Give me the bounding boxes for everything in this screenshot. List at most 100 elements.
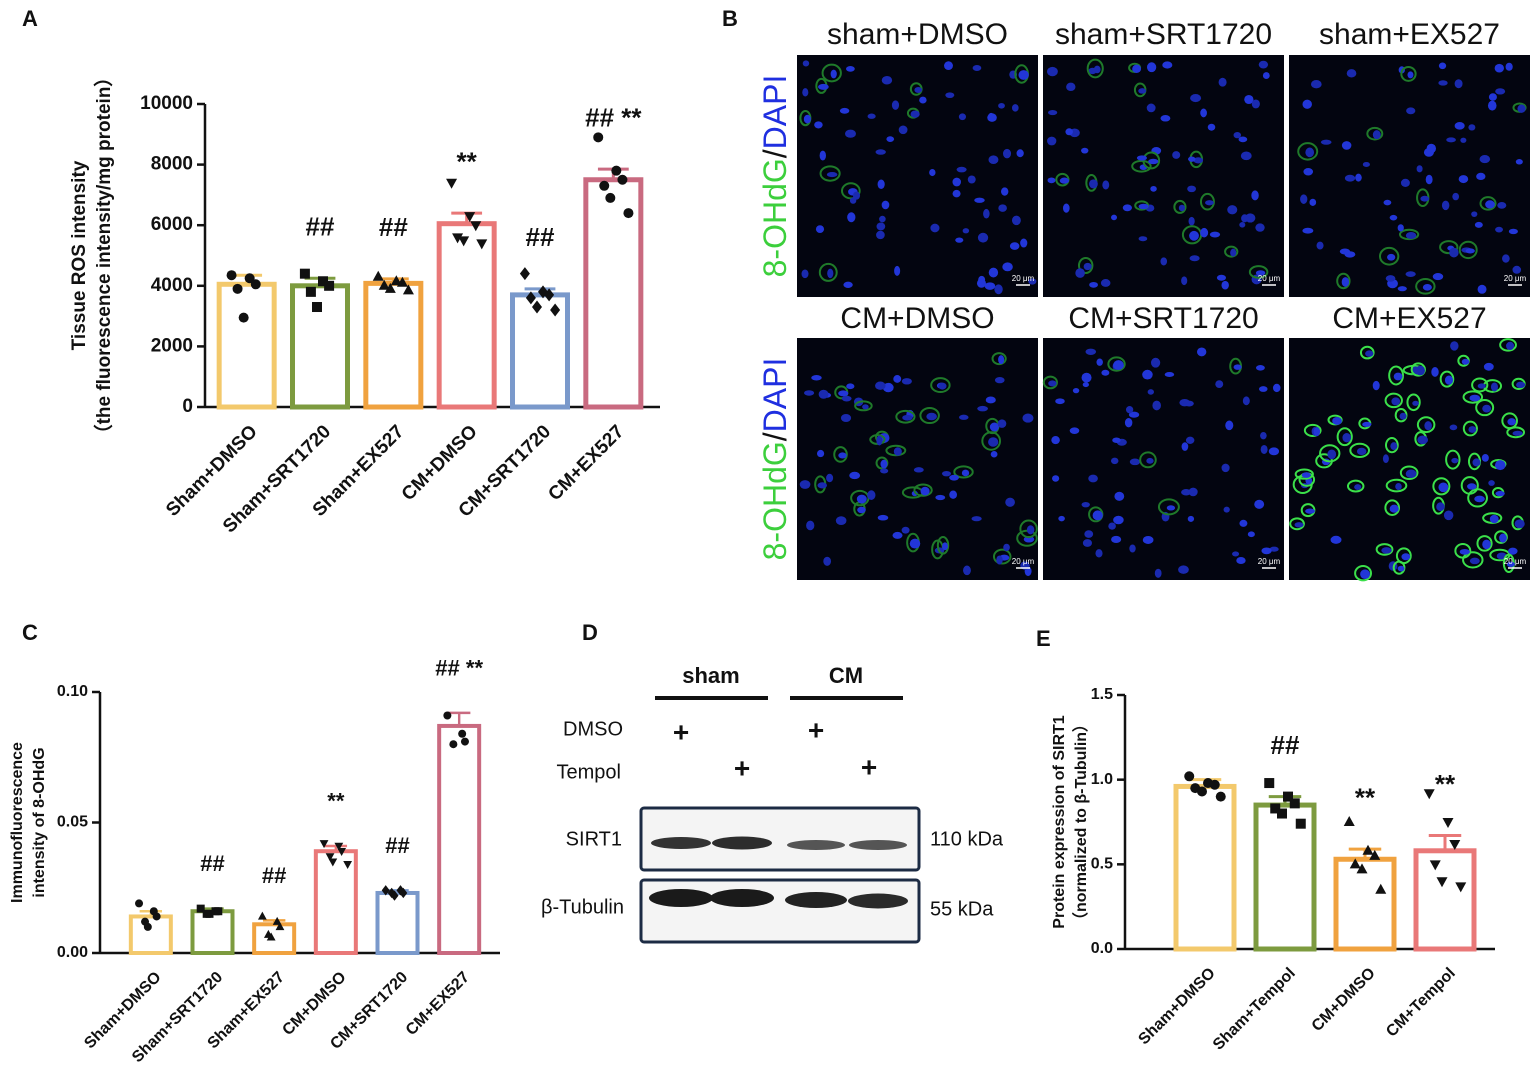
group-label: sham — [682, 663, 739, 688]
nucleus — [1150, 357, 1161, 368]
nucleus — [1011, 215, 1021, 226]
nucleus — [1162, 61, 1173, 69]
nucleus — [1132, 64, 1142, 74]
nucleus — [1172, 151, 1181, 159]
nucleus — [1240, 151, 1252, 161]
green-cell — [913, 483, 933, 497]
nucleus — [1320, 139, 1332, 145]
nucleus — [840, 413, 852, 423]
nucleus — [1082, 382, 1089, 388]
nucleus — [799, 480, 811, 489]
nucleus — [998, 102, 1005, 109]
green-cell — [1494, 530, 1508, 544]
scale-bar-label: 20 μm — [1504, 274, 1527, 283]
nucleus — [930, 223, 940, 233]
bar — [1173, 783, 1237, 952]
nucleus — [1261, 547, 1272, 555]
nucleus — [1459, 548, 1470, 555]
nucleus — [914, 87, 923, 94]
panel-label: D — [582, 620, 598, 645]
row-label-part: DAPI — [757, 75, 793, 150]
nucleus — [1244, 94, 1254, 105]
data-point — [1429, 860, 1441, 871]
nucleus — [1407, 71, 1414, 79]
micrograph — [1043, 55, 1284, 297]
data-point — [318, 276, 328, 287]
nucleus — [1138, 236, 1148, 242]
nucleus — [1516, 381, 1526, 389]
nucleus — [1089, 281, 1098, 288]
data-point — [623, 208, 634, 219]
nucleus — [1362, 161, 1370, 167]
data-point — [458, 729, 467, 738]
nucleus — [1092, 510, 1103, 521]
nucleus — [1497, 201, 1507, 209]
nucleus — [1254, 499, 1265, 509]
nucleus — [1200, 227, 1209, 238]
nucleus — [1346, 69, 1357, 78]
significance: ** — [1435, 769, 1456, 799]
y-tick-label: 8000 — [151, 154, 193, 175]
nucleus — [1233, 364, 1242, 370]
green-cell — [821, 63, 842, 83]
data-point — [390, 275, 402, 286]
nucleus — [1505, 62, 1513, 71]
y-axis-label: Immunofluorescence — [9, 742, 26, 903]
nucleus — [1385, 275, 1396, 282]
nucleus — [1190, 94, 1202, 103]
nucleus — [1344, 174, 1356, 182]
data-point — [257, 911, 267, 920]
green-cell — [1384, 437, 1399, 454]
data-point — [272, 916, 282, 925]
nucleus — [984, 282, 996, 290]
data-point — [476, 239, 488, 250]
data-point — [443, 711, 452, 720]
nucleus — [1188, 487, 1198, 497]
nucleus — [1472, 458, 1481, 467]
row-label: 8-OHdG/DAPI — [757, 358, 793, 561]
nucleus — [901, 526, 910, 534]
nucleus — [1215, 380, 1224, 388]
nucleus — [1247, 531, 1255, 538]
nucleus — [1193, 157, 1204, 164]
nucleus — [1420, 195, 1430, 202]
nucleus — [1436, 502, 1445, 512]
nucleus — [1187, 185, 1197, 193]
nucleus — [882, 382, 894, 393]
nucleus — [1438, 80, 1448, 86]
nucleus — [1122, 204, 1132, 212]
data-point — [1215, 791, 1226, 802]
data-point — [605, 192, 616, 203]
y-tick-label: 0.10 — [57, 683, 88, 700]
green-cell — [1248, 265, 1269, 279]
nucleus — [1332, 417, 1342, 425]
nucleus — [1154, 568, 1162, 578]
data-point — [1423, 789, 1435, 800]
green-cell — [1476, 535, 1493, 552]
y-tick-label: 0.5 — [1091, 856, 1113, 873]
nucleus — [1205, 200, 1214, 206]
data-point — [305, 286, 316, 297]
nucleus — [852, 191, 861, 200]
nucleus — [892, 531, 903, 539]
green-cell — [818, 262, 838, 282]
nucleus — [881, 200, 890, 210]
green-cell — [1319, 444, 1341, 463]
nucleus — [1255, 270, 1266, 276]
nucleus — [875, 149, 886, 155]
nucleus — [1313, 427, 1321, 437]
green-cell — [1406, 393, 1421, 412]
nucleus — [1065, 128, 1073, 136]
nucleus — [1188, 156, 1196, 162]
nucleus — [1474, 221, 1483, 228]
green-cell — [1378, 246, 1400, 266]
size-label: 110 kDa — [930, 828, 1004, 850]
error-bar — [1428, 834, 1462, 851]
data-point — [250, 279, 261, 290]
nucleus — [1200, 108, 1207, 118]
nucleus — [1389, 214, 1398, 221]
nucleus — [1506, 561, 1515, 568]
nucleus — [1449, 424, 1458, 431]
nucleus — [1138, 88, 1147, 94]
nucleus — [1129, 544, 1136, 553]
